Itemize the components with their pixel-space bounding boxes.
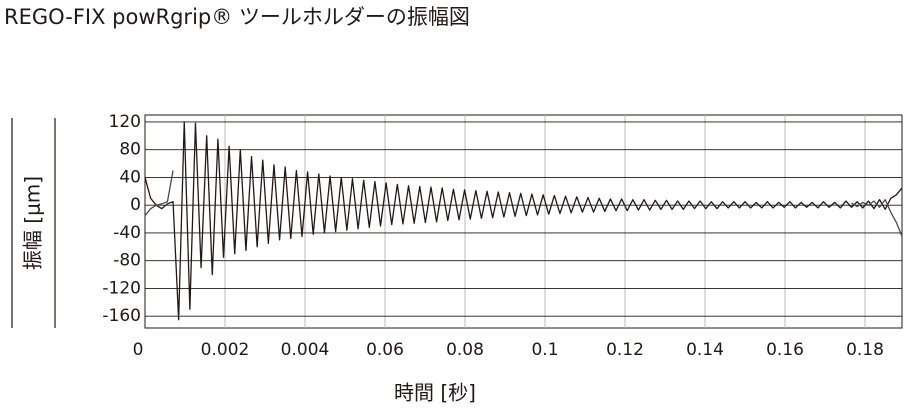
y-tick-label: 0 (130, 195, 141, 215)
y-tick-label: -80 (113, 251, 141, 271)
x-tick-label: 0.1 (531, 340, 558, 360)
y-tick-label: -160 (102, 306, 141, 326)
x-tick-label: 0.002 (201, 340, 250, 360)
y-axis-label: 振幅 [μm] (21, 176, 45, 270)
x-tick-label: 0.14 (686, 340, 724, 360)
data-line (144, 170, 903, 237)
y-tick-label: -120 (102, 278, 141, 298)
x-tick-label: 0.12 (606, 340, 644, 360)
chart-title: REGO-FIX powRgrip® ツールホルダーの振幅図 (4, 5, 470, 29)
x-tick-label: 0.08 (446, 340, 484, 360)
y-tick-label: 80 (119, 140, 141, 160)
plot-area (144, 114, 903, 329)
y-tick-label: 120 (109, 112, 141, 132)
x-tick-label: 0.16 (766, 340, 804, 360)
data-line (144, 121, 903, 321)
x-tick-label: 0.18 (846, 340, 884, 360)
y-tick-label: -40 (113, 223, 141, 243)
y-tick-label: 40 (119, 167, 141, 187)
x-tick-label: 0 (133, 340, 144, 360)
x-tick-label: 0.06 (366, 340, 404, 360)
x-axis-label: 時間 [秒] (394, 381, 476, 405)
x-tick-label: 0.004 (281, 340, 330, 360)
